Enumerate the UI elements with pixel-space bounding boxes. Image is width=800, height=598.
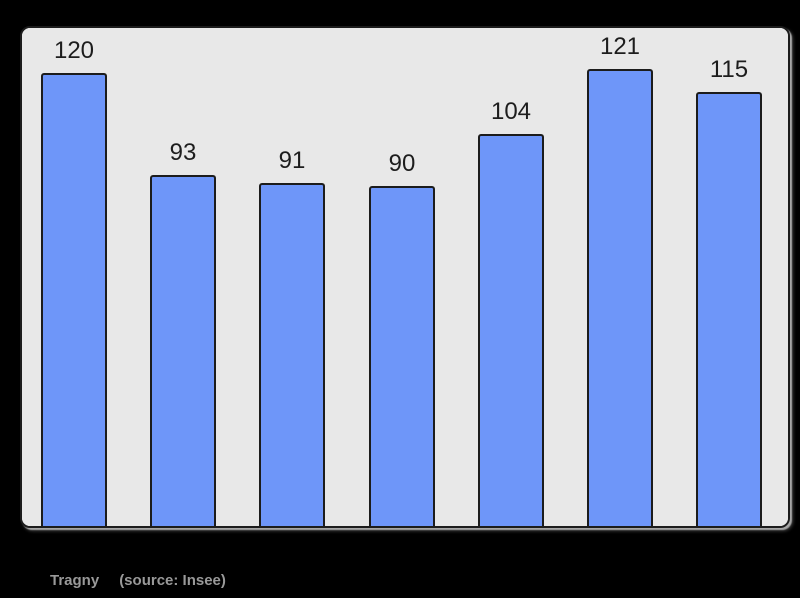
population-bar-chart: 120 93 91 90 104 121 115 <box>20 26 790 528</box>
bar-value-label: 121 <box>599 33 641 60</box>
bar-value-label: 104 <box>490 98 532 125</box>
bar-value-label: 91 <box>278 147 306 174</box>
bar <box>259 183 325 526</box>
bar <box>369 186 435 526</box>
bar-value-label: 115 <box>709 56 749 83</box>
plot-area: 120 93 91 90 104 121 115 <box>22 28 788 526</box>
caption-source-label: (source: Insee) <box>119 572 226 589</box>
bar <box>41 73 107 526</box>
bar-value-label: 90 <box>388 150 416 177</box>
bar <box>478 134 544 526</box>
bar-value-label: 93 <box>169 139 197 166</box>
bar-value-label: 120 <box>53 37 95 64</box>
bar <box>150 175 216 526</box>
caption-commune-label: Tragny <box>50 572 100 589</box>
bar <box>587 69 653 526</box>
bar <box>696 92 762 526</box>
chart-caption: Tragny (source: Insee) <box>50 572 226 589</box>
